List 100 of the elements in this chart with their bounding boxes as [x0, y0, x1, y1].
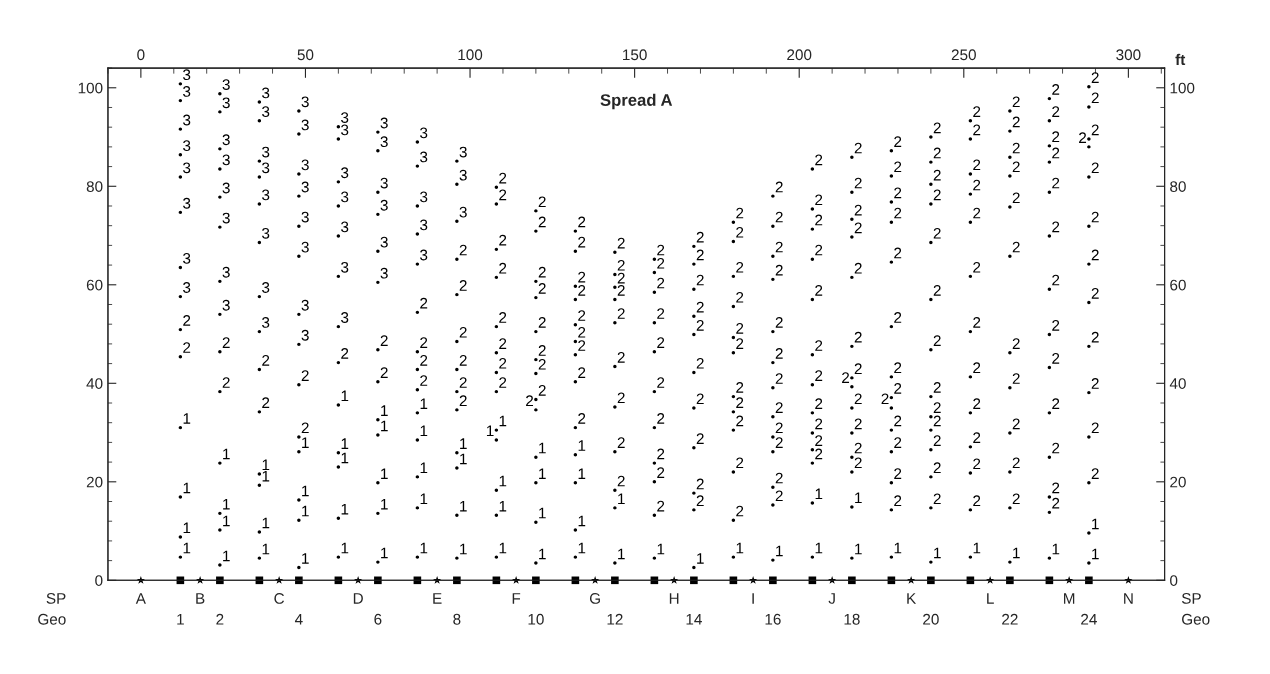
text: 22 [617, 237, 625, 271]
y-tick-label: 100 [78, 82, 103, 94]
text: 3 [301, 299, 309, 311]
text: 2 [1091, 468, 1099, 479]
text: 22 [499, 172, 507, 201]
point [297, 194, 301, 198]
text: 22 [854, 142, 862, 189]
text: 22 [973, 317, 981, 374]
text: 22 [815, 154, 823, 206]
text: 22 [854, 204, 862, 234]
text: 1 [815, 488, 823, 500]
text: 1 [302, 437, 309, 448]
text: 22 [657, 413, 665, 460]
text: 2 [894, 312, 902, 323]
text: 22 [736, 382, 744, 408]
annotation: 12 [607, 613, 623, 625]
text: 22 [894, 187, 902, 219]
text: 2 [894, 247, 902, 259]
point [376, 249, 380, 253]
text: 22 [499, 312, 507, 349]
text: 1 [618, 548, 625, 560]
annotation: 22 [1002, 613, 1018, 625]
x-tick-label: 300 [1116, 49, 1141, 61]
annotation: 24 [1081, 613, 1097, 625]
text: 2 [1052, 497, 1060, 509]
series-label: 2 [854, 457, 862, 469]
text: 22 [1091, 211, 1099, 261]
point [415, 164, 420, 168]
text: 1 [578, 515, 586, 527]
text: 1 [420, 462, 428, 474]
text: 22 [420, 297, 428, 348]
text: 3 [420, 249, 428, 261]
point [218, 279, 222, 284]
text: 2 [1012, 241, 1020, 253]
point [415, 262, 420, 266]
text: 3 [301, 181, 309, 193]
text: 3 [183, 69, 191, 81]
text: 3 [341, 221, 349, 233]
x-tick-label: 50 [297, 49, 314, 61]
y-tick-label: 0 [95, 575, 103, 586]
point [297, 132, 301, 136]
text: 1 [539, 468, 546, 479]
y2-tick-label: 40 [1169, 378, 1186, 389]
text: Geo [38, 613, 66, 625]
text: 3 [341, 261, 349, 273]
point [218, 195, 222, 199]
text: 1 [183, 413, 191, 424]
y2-tick-label: 60 [1170, 279, 1186, 291]
text: 1 [302, 505, 309, 517]
text: 3 [183, 253, 191, 264]
annotation: G [589, 593, 600, 604]
text: 3 [301, 241, 309, 253]
text: 22 [1052, 442, 1060, 494]
series-label: 3 [262, 162, 270, 174]
text: 22 [420, 354, 428, 386]
annotation: I [752, 593, 754, 604]
text: 1 [815, 542, 823, 554]
point [376, 212, 380, 217]
text: 1 [460, 500, 467, 512]
text: 1 [420, 398, 428, 409]
text: 3 [183, 162, 191, 174]
text: 22 [894, 136, 902, 173]
text: 2 [578, 413, 586, 424]
annotation: 8 [453, 613, 461, 625]
text: 2 [183, 315, 191, 326]
annotation: 10 [528, 613, 544, 625]
text: 2 [1012, 192, 1020, 204]
text: 3 [301, 119, 309, 131]
y-tick-label: 80 [86, 181, 103, 192]
text: 3 [222, 182, 230, 194]
text: 2 [736, 505, 744, 517]
text: 2 [933, 285, 941, 296]
text: 3 [301, 211, 309, 223]
point [178, 82, 183, 86]
text: 2 [815, 285, 823, 296]
text: 22 [736, 261, 744, 303]
point [178, 265, 183, 270]
text: 3 [262, 282, 270, 293]
text: Spread A [600, 93, 673, 110]
text: 22 [222, 337, 230, 388]
text: 22 [1079, 124, 1099, 144]
text: 22 [933, 435, 941, 474]
text: 3 [262, 189, 270, 201]
text: 1 [341, 438, 349, 449]
text: 2 [380, 367, 388, 378]
text: 22 [617, 392, 625, 448]
text: 22 [1091, 287, 1099, 343]
text: 1 [341, 452, 349, 464]
text: 22 [881, 393, 902, 427]
point [178, 294, 183, 299]
text: 1 [262, 517, 270, 529]
text: 1 [262, 470, 270, 482]
y2-tick-label: 100 [1170, 82, 1195, 94]
x-tick-label: 150 [623, 49, 647, 61]
text: 1 [973, 542, 981, 554]
text: 22 [894, 437, 902, 479]
point [297, 109, 301, 113]
text: 22 [933, 169, 941, 201]
text: 22 [1012, 418, 1020, 469]
text: 1 [177, 614, 184, 625]
